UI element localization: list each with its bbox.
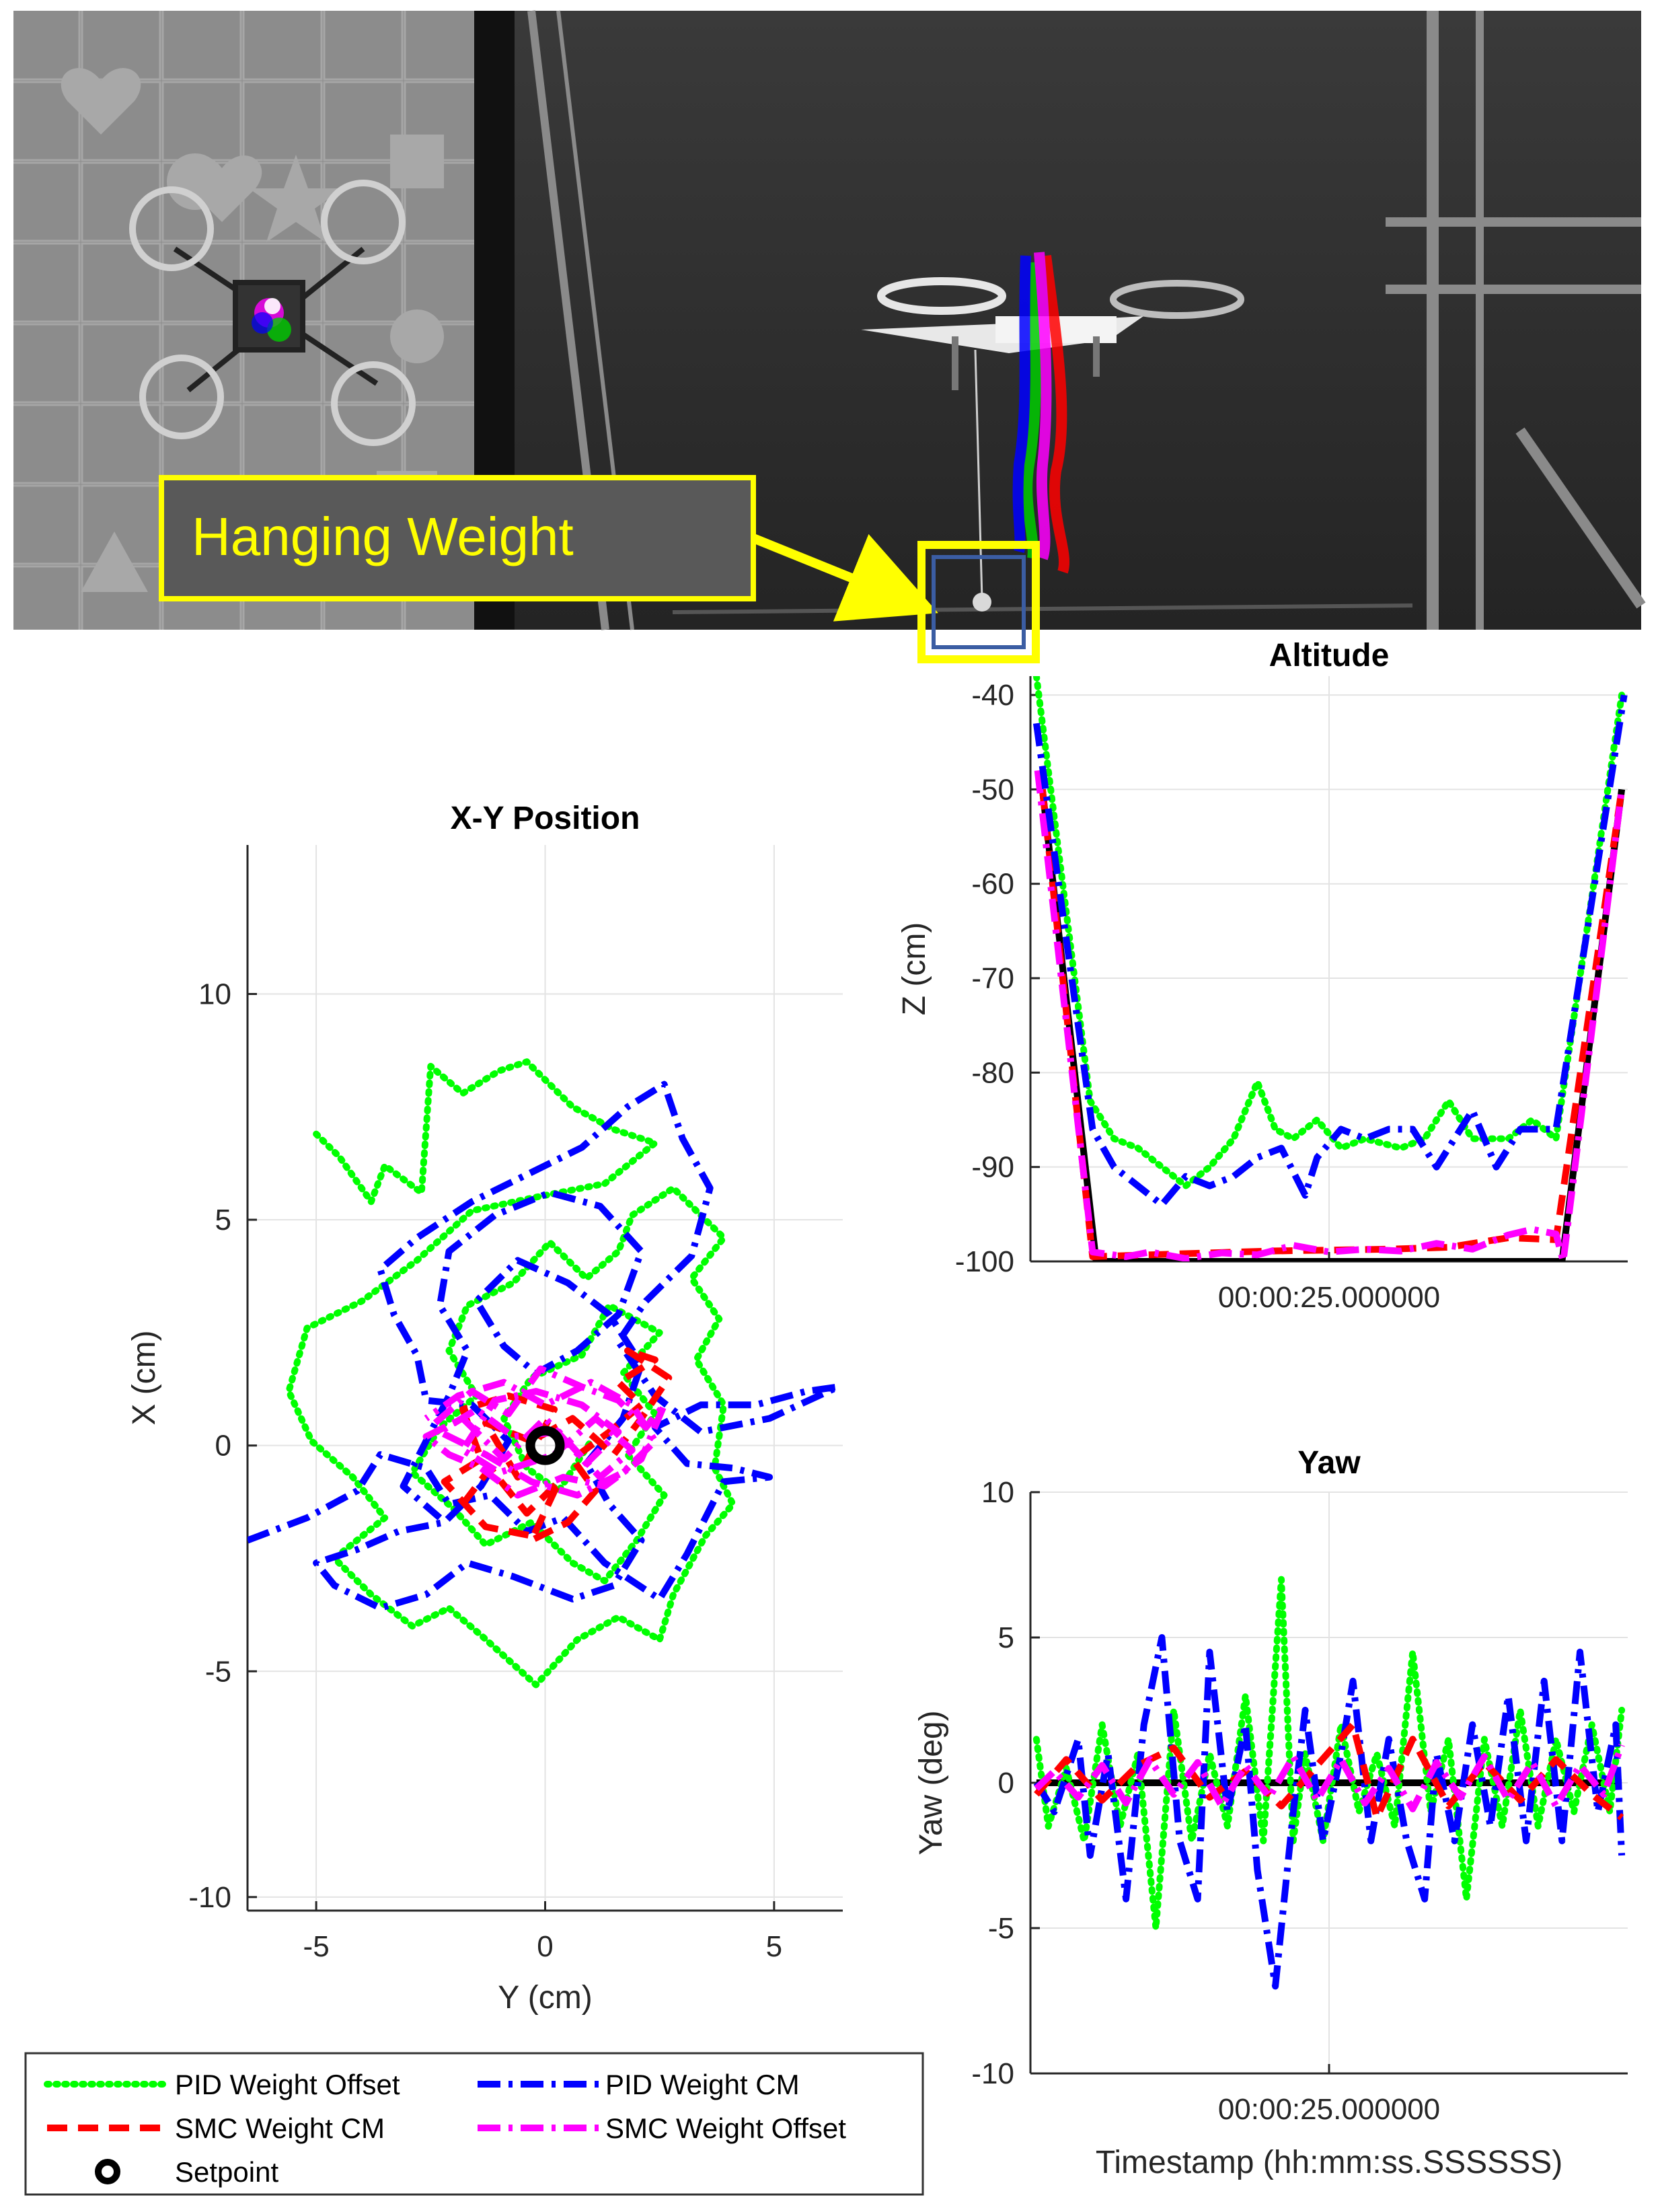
top-trails bbox=[252, 298, 291, 342]
hanging-weight-callout: Hanging Weight bbox=[159, 475, 1040, 663]
photo-panel: Hanging Weight bbox=[13, 10, 1646, 663]
chart-title: X-Y Position bbox=[451, 801, 640, 836]
mat-shapes bbox=[61, 68, 444, 592]
legend-label: SMC Weight CM bbox=[175, 2112, 385, 2144]
y-axis-label: Yaw (deg) bbox=[913, 1710, 949, 1855]
y-tick-label: 5 bbox=[998, 1621, 1014, 1654]
legend-label: PID Weight Offset bbox=[175, 2069, 400, 2100]
setpoint-marker bbox=[525, 1426, 565, 1465]
series-pid-weight-cm bbox=[1032, 694, 1628, 1208]
yaw-chart: 00:00:25.000000 -10 -5 0 5 10 Yaw Timestamp (hh… bbox=[913, 1445, 1628, 2180]
legend-box bbox=[24, 2052, 924, 2196]
y-axis-label: X (cm) bbox=[126, 1330, 162, 1425]
series-smc-weight-offset bbox=[1034, 1744, 1625, 1812]
y-tick-label: -70 bbox=[971, 962, 1014, 995]
y-tick-label: 10 bbox=[198, 978, 231, 1010]
legend-swatch bbox=[95, 2159, 120, 2184]
legend-label: SMC Weight Offset bbox=[605, 2112, 846, 2144]
series-smc-weight-cm bbox=[1034, 1721, 1624, 1821]
altitude-chart: 00:00:25.000000 -100 -90 -80 -70 -60 -50 -40 Alt… bbox=[897, 638, 1628, 1314]
series-smc-weight-cm bbox=[1039, 788, 1626, 1260]
weight-highlight-outer bbox=[917, 541, 1040, 663]
series-group bbox=[248, 1058, 842, 1689]
weight-highlight-inner bbox=[932, 555, 1026, 649]
chart-title: Yaw bbox=[1297, 1445, 1361, 1481]
legend-item-smc-weight-offset: SMC Weight Offset bbox=[478, 2112, 846, 2144]
y-tick-label: -90 bbox=[971, 1151, 1014, 1184]
x-tick-label: 00:00:25.000000 bbox=[1218, 2093, 1440, 2126]
x-tick-label: 00:00:25.000000 bbox=[1218, 1281, 1440, 1314]
callout-box bbox=[159, 475, 756, 601]
x-axis-label: Y (cm) bbox=[498, 1980, 592, 2016]
series-group bbox=[1032, 676, 1628, 1261]
series-pid-weight-offset bbox=[1032, 1576, 1626, 1931]
y-tick-label: 10 bbox=[981, 1476, 1014, 1509]
y-tick-label: -80 bbox=[971, 1056, 1014, 1089]
y-tick-label: 0 bbox=[215, 1430, 231, 1463]
y-axis-label: Z (cm) bbox=[897, 922, 932, 1016]
y-tick-label: 0 bbox=[998, 1767, 1014, 1800]
grid bbox=[248, 845, 843, 1911]
legend-label: Setpoint bbox=[175, 2156, 278, 2188]
legend-item-setpoint: Setpoint bbox=[95, 2156, 278, 2188]
series-group bbox=[1032, 1576, 1626, 1990]
y-tick-label: -10 bbox=[188, 1881, 231, 1914]
callout-label: Hanging Weight bbox=[192, 507, 574, 566]
hanging-weight bbox=[973, 593, 991, 612]
series-pid-weight-offset bbox=[1032, 676, 1626, 1189]
y-tick-label: -10 bbox=[971, 2057, 1014, 2090]
callout-arrow bbox=[751, 533, 938, 622]
x-tick-label: 5 bbox=[766, 1930, 782, 1963]
series-smc-weight-offset bbox=[1034, 770, 1626, 1261]
y-tick-label: -60 bbox=[971, 868, 1014, 901]
y-tick-label: -50 bbox=[971, 773, 1014, 806]
x-tick-label: 0 bbox=[537, 1930, 553, 1963]
legend-label: PID Weight CM bbox=[605, 2069, 800, 2100]
series-smc-weight-offset bbox=[422, 1365, 668, 1499]
series-pid-weight-cm bbox=[1033, 1634, 1626, 1990]
x-axis-label: Timestamp (hh:mm:ss.SSSSSS) bbox=[1096, 2145, 1562, 2180]
legend-item-smc-weight-cm: SMC Weight CM bbox=[47, 2112, 385, 2144]
top-view-inset bbox=[13, 11, 515, 630]
y-tick-label: -5 bbox=[988, 1912, 1014, 1945]
y-tick-label: 5 bbox=[215, 1204, 231, 1237]
xy-position-chart: -5 0 5 -10 -5 0 5 10 X-Y Position Y (cm) X (cm) bbox=[126, 801, 843, 2016]
chart-title: Altitude bbox=[1269, 638, 1390, 673]
series-setpoint bbox=[1039, 788, 1626, 1261]
y-tick-label: -40 bbox=[971, 679, 1014, 712]
x-tick-label: -5 bbox=[303, 1930, 330, 1963]
series-smc-weight-cm bbox=[441, 1347, 673, 1544]
trajectory-trails bbox=[1012, 252, 1070, 574]
y-tick-label: -100 bbox=[955, 1245, 1014, 1278]
legend-item-pid-weight-cm: PID Weight CM bbox=[478, 2069, 800, 2100]
y-tick-label: -5 bbox=[205, 1655, 231, 1688]
legend: PID Weight Offset PID Weight CM SMC Weight… bbox=[24, 2052, 924, 2196]
series-pid-weight-cm bbox=[248, 1080, 842, 1612]
legend-item-pid-weight-offset: PID Weight Offset bbox=[44, 2069, 400, 2100]
